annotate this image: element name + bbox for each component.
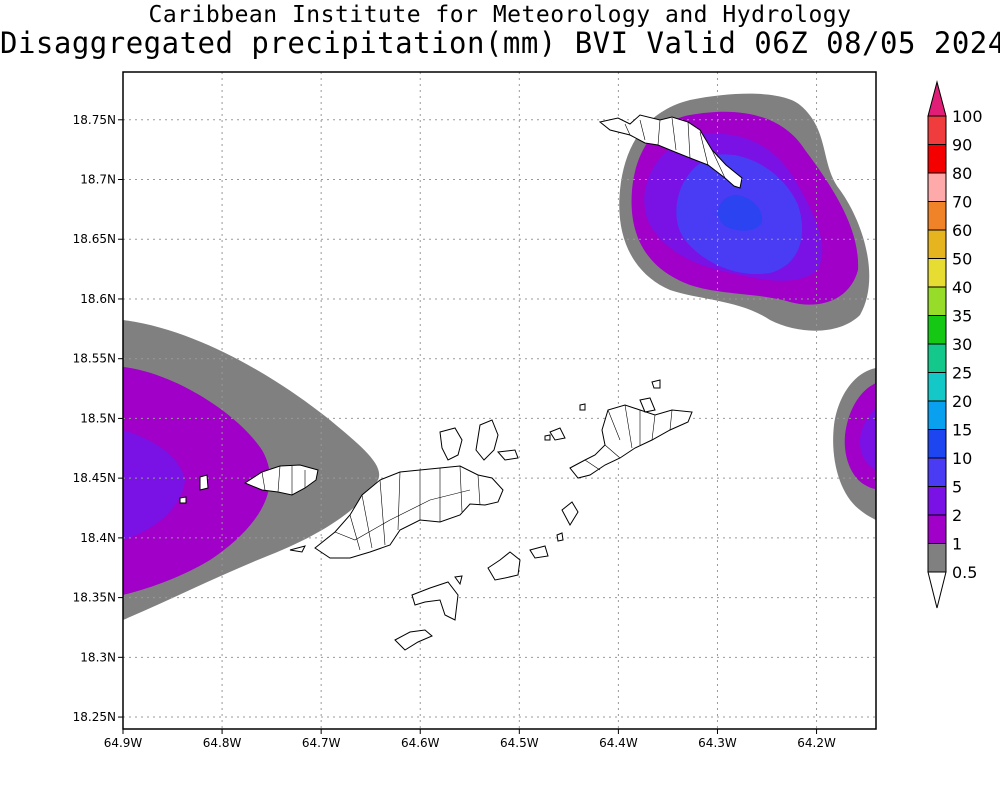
colorbar-box-100 — [927, 115, 947, 145]
colorbar-label-2: 2 — [952, 506, 962, 525]
colorbar-box-90 — [927, 144, 947, 174]
latitude-tick-label: 18.3N — [80, 650, 116, 664]
island-ginger — [529, 545, 549, 559]
colorbar-label-25: 25 — [952, 364, 972, 383]
latitude-tick-label: 18.5N — [80, 411, 116, 425]
colorbar-box-1 — [927, 543, 947, 573]
latitude-tick-label: 18.45N — [73, 471, 116, 485]
island-necker — [651, 379, 661, 389]
longitude-tick-label: 64.6W — [401, 736, 440, 750]
colorbar-label-15: 15 — [952, 421, 972, 440]
colorbar-label-0.5: 0.5 — [952, 563, 977, 582]
island-peter — [394, 629, 433, 651]
colorbar-label-20: 20 — [952, 392, 972, 411]
colorbar-box-35 — [927, 315, 947, 345]
colorbar-box-5 — [927, 486, 947, 516]
island-west-small — [199, 474, 209, 491]
colorbar-label-10: 10 — [952, 449, 972, 468]
latitude-tick-label: 18.65N — [73, 232, 116, 246]
island-thatch — [289, 545, 306, 553]
island-st-thomas-parcels — [624, 117, 726, 179]
island-jost-van-dyke — [439, 427, 463, 461]
colorbar-box-2 — [927, 514, 947, 544]
plot-frame — [122, 71, 877, 730]
island-west-islet — [179, 496, 187, 504]
colorbar-label-30: 30 — [952, 335, 972, 354]
island-great-thatch — [475, 419, 499, 461]
islands — [179, 114, 743, 651]
colorbar-bottom-arrow — [927, 571, 947, 609]
island-scrub — [639, 397, 656, 413]
latitude-tick-label: 18.55N — [73, 352, 116, 366]
colorbar-box-30 — [927, 343, 947, 373]
colorbar-label-70: 70 — [952, 193, 972, 212]
colorbar-box-10 — [927, 457, 947, 487]
longitude-tick-label: 64.4W — [599, 736, 638, 750]
colorbar-label-80: 80 — [952, 164, 972, 183]
island-norman — [411, 581, 459, 621]
colorbar-label-100: 100 — [952, 107, 983, 126]
island-beef-island — [561, 501, 579, 527]
longitude-tick-labels: 64.9W 64.8W 64.7W 64.6W 64.5W 64.4W 64.3W 64.2W — [104, 729, 836, 750]
island-st-thomas — [598, 114, 743, 189]
map-gridlines — [123, 72, 876, 729]
island-tortola — [314, 465, 504, 559]
island-salt — [487, 551, 521, 581]
longitude-tick-label: 64.2W — [797, 736, 836, 750]
longitude-tick-label: 64.8W — [203, 736, 242, 750]
precip-cell-east — [833, 368, 876, 520]
latitude-tick-label: 18.7N — [80, 173, 116, 187]
longitude-tick-label: 64.9W — [104, 736, 143, 750]
colorbar-label-90: 90 — [952, 136, 972, 155]
island-virgin-gorda-parcels — [584, 404, 673, 471]
colorbar-label-35: 35 — [952, 307, 972, 326]
latitude-tick-label: 18.25N — [73, 710, 116, 724]
product-title: Disaggregated precipitation(mm) BVI Vali… — [0, 26, 1000, 60]
colorbar-label-50: 50 — [952, 250, 972, 269]
precip-cell-northeast — [619, 93, 870, 331]
precip-contour-5mm — [860, 408, 876, 470]
colorbar-label-5: 5 — [952, 478, 962, 497]
colorbar-box-80 — [927, 172, 947, 202]
island-small-1 — [579, 403, 586, 411]
colorbar-top-arrow — [927, 80, 947, 117]
colorbar-box-25 — [927, 372, 947, 402]
colorbar-box-60 — [927, 229, 947, 259]
longitude-tick-label: 64.3W — [698, 736, 737, 750]
colorbar-label-1: 1 — [952, 535, 962, 554]
island-small-3 — [454, 575, 463, 586]
colorbar-box-20 — [927, 400, 947, 430]
island-small-4 — [556, 532, 564, 542]
island-st-john — [243, 464, 319, 496]
island-small-2 — [544, 434, 551, 441]
colorbar-box-15 — [927, 429, 947, 459]
precip-cell-west — [123, 320, 380, 620]
latitude-tick-label: 18.75N — [73, 113, 116, 127]
latitude-tick-labels: 18.25N 18.3N 18.35N 18.4N 18.45N 18.5N 18.55N 1… — [73, 113, 123, 724]
island-st-john-parcels — [261, 465, 306, 495]
precip-contour-5mm — [123, 430, 185, 540]
colorbar-box-70 — [927, 201, 947, 231]
colorbar-label-40: 40 — [952, 278, 972, 297]
institute-title: Caribbean Institute for Meteorology and … — [148, 2, 852, 28]
colorbar-box-40 — [927, 286, 947, 316]
latitude-tick-label: 18.35N — [73, 591, 116, 605]
precipitation-shading — [123, 93, 876, 620]
island-little-jost — [496, 449, 519, 461]
colorbar-label-60: 60 — [952, 221, 972, 240]
precip-contour-15mm — [717, 195, 763, 231]
longitude-tick-label: 64.5W — [500, 736, 539, 750]
longitude-tick-label: 64.7W — [302, 736, 341, 750]
island-great-camanoe — [549, 427, 566, 441]
latitude-tick-label: 18.6N — [80, 292, 116, 306]
colorbar-box-50 — [927, 258, 947, 288]
latitude-tick-label: 18.4N — [80, 531, 116, 545]
island-tortola-parcels — [334, 465, 481, 551]
